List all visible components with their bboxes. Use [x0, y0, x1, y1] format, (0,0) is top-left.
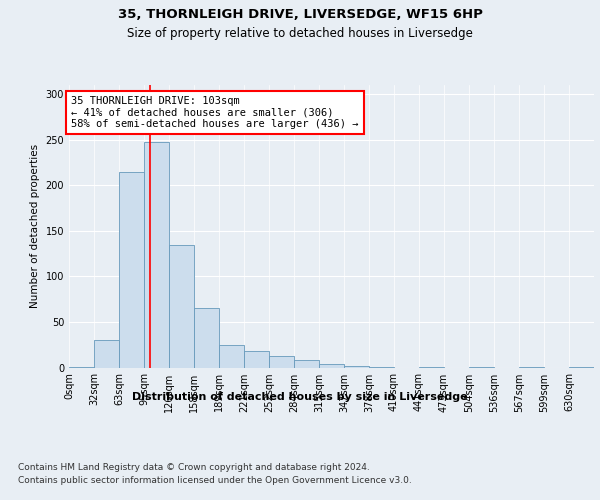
- Text: 35, THORNLEIGH DRIVE, LIVERSEDGE, WF15 6HP: 35, THORNLEIGH DRIVE, LIVERSEDGE, WF15 6…: [118, 8, 482, 20]
- Bar: [119, 172, 144, 368]
- Bar: [244, 351, 269, 368]
- Bar: [169, 246, 194, 368]
- Bar: [369, 366, 394, 368]
- Bar: [219, 344, 244, 368]
- Bar: [344, 366, 369, 368]
- Bar: [69, 366, 94, 368]
- Text: Contains HM Land Registry data © Crown copyright and database right 2024.: Contains HM Land Registry data © Crown c…: [18, 462, 370, 471]
- Bar: [569, 366, 594, 368]
- Text: Size of property relative to detached houses in Liversedge: Size of property relative to detached ho…: [127, 28, 473, 40]
- Bar: [294, 360, 319, 368]
- Bar: [94, 340, 119, 367]
- Text: Distribution of detached houses by size in Liversedge: Distribution of detached houses by size …: [132, 392, 468, 402]
- Y-axis label: Number of detached properties: Number of detached properties: [30, 144, 40, 308]
- Bar: [319, 364, 344, 368]
- Bar: [194, 308, 219, 368]
- Text: 35 THORNLEIGH DRIVE: 103sqm
← 41% of detached houses are smaller (306)
58% of se: 35 THORNLEIGH DRIVE: 103sqm ← 41% of det…: [71, 96, 359, 129]
- Bar: [519, 366, 544, 368]
- Bar: [144, 142, 169, 368]
- Text: Contains public sector information licensed under the Open Government Licence v3: Contains public sector information licen…: [18, 476, 412, 485]
- Bar: [269, 356, 294, 368]
- Bar: [419, 366, 444, 368]
- Bar: [469, 366, 494, 368]
